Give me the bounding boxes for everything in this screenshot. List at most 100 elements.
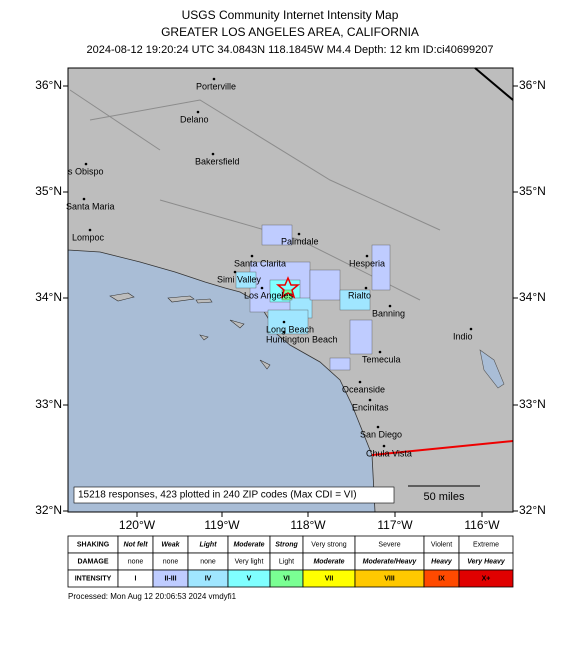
footer: Processed: Mon Aug 12 20:06:53 2024 vmdy…	[68, 592, 237, 601]
city-label: Lompoc	[72, 232, 105, 242]
islands	[109, 292, 271, 370]
city-dot	[84, 162, 88, 166]
city-label: Delano	[180, 114, 209, 124]
city-dot	[376, 425, 380, 429]
city-dot	[260, 286, 264, 290]
city-dot	[382, 444, 386, 448]
lon-label: 119°W	[204, 518, 240, 532]
city-label: Chula Vista	[366, 448, 412, 458]
legend-text: Moderate	[233, 541, 264, 548]
legend-text: I	[135, 575, 137, 582]
city-label: Long Beach	[266, 324, 314, 334]
lat-label: 34°N	[519, 290, 546, 304]
lat-label: 33°N	[519, 397, 546, 411]
city-label: s Obispo	[68, 166, 104, 176]
legend-text: Not felt	[123, 541, 148, 548]
legend-text: Light	[279, 558, 294, 565]
legend-text: none	[200, 558, 216, 565]
city-dot	[358, 380, 362, 384]
city-label: San Diego	[360, 429, 402, 439]
lat-label: 35°N	[519, 184, 546, 198]
lon-label: 116°W	[464, 518, 500, 532]
lat-label: 32°N	[519, 503, 546, 517]
city-label: Santa Maria	[66, 201, 115, 211]
map-frame	[67, 67, 514, 513]
city-dot	[368, 398, 372, 402]
summary: 15218 responses, 423 plotted in 240 ZIP …	[78, 490, 357, 501]
legend-row-label: DAMAGE	[77, 558, 108, 565]
legend-text: IV	[205, 575, 212, 582]
legend: SHAKING Not felt Weak Light Moderate Strong Ve…	[67, 535, 514, 588]
legend-cell	[458, 569, 514, 588]
city-label: Indio	[453, 331, 473, 341]
lon-label: 118°W	[290, 518, 326, 532]
city-dot	[365, 254, 369, 258]
legend-text: II-III	[164, 575, 176, 582]
legend-text: VIII	[384, 575, 395, 582]
city-dot	[282, 330, 286, 334]
legend-text: Very Heavy	[467, 558, 506, 565]
city-dot	[82, 197, 86, 201]
city-dot	[282, 320, 286, 324]
legend-text: Very strong	[311, 541, 347, 548]
city-dot	[211, 152, 215, 156]
city-label: Banning	[372, 308, 405, 318]
legend-text: Strong	[275, 541, 298, 548]
city-dot	[196, 110, 200, 114]
legend-text: Moderate	[313, 558, 344, 565]
city-label: Bakersfield	[195, 156, 240, 166]
details: 2024-08-12 19:20:24 UTC 34.0843N 118.184…	[86, 44, 493, 56]
legend-row-label: SHAKING	[77, 541, 110, 548]
fault	[371, 440, 514, 456]
lon-label: 117°W	[377, 518, 413, 532]
region: GREATER LOS ANGELES AREA, CALIFORNIA	[161, 25, 419, 39]
city-label: Porterville	[196, 81, 236, 91]
city-dot	[250, 254, 254, 258]
lat-label: 36°N	[519, 78, 546, 92]
city-dot	[388, 304, 392, 308]
legend-text: Extreme	[473, 541, 499, 548]
legend-text: VII	[325, 575, 334, 582]
city-dot	[378, 350, 382, 354]
legend-text: Very light	[235, 558, 264, 565]
map: 15218 responses, 423 plotted in 240 ZIP …	[67, 67, 514, 513]
city-dot	[364, 286, 368, 290]
city-dot	[233, 270, 237, 274]
legend-text: IX	[438, 575, 445, 582]
city-label: Santa Clarita	[234, 258, 286, 268]
summary-box	[73, 486, 395, 504]
legend-text: V	[247, 575, 252, 582]
legend-row-label: INTENSITY	[75, 575, 112, 582]
scale-label: 50 miles	[424, 491, 465, 503]
city-dot	[88, 228, 92, 232]
title: USGS Community Internet Intensity Map	[182, 8, 399, 22]
lat-label: 34°N	[35, 290, 62, 304]
city-label: Temecula	[362, 354, 401, 364]
city-label: Encinitas	[352, 402, 389, 412]
city-label: Simi Valley	[217, 274, 261, 284]
legend-text: Light	[199, 541, 217, 548]
city-label: Palmdale	[281, 236, 319, 246]
epicenter	[275, 276, 301, 299]
legend-text: none	[128, 558, 144, 565]
city-label: Rialto	[348, 290, 371, 300]
city-label: Oceanside	[342, 384, 385, 394]
lat-label: 32°N	[35, 503, 62, 517]
border	[474, 67, 514, 101]
legend-text: Violent	[431, 541, 452, 548]
city-label: Huntington Beach	[266, 334, 338, 344]
city-label: Hesperia	[349, 258, 385, 268]
lat-label: 33°N	[35, 397, 62, 411]
legend-text: none	[163, 558, 179, 565]
legend-text: Severe	[378, 541, 400, 548]
scale-box	[402, 483, 488, 505]
legend-text: Moderate/Heavy	[363, 558, 418, 565]
legend-text: Heavy	[431, 558, 453, 565]
lon-label: 120°W	[119, 518, 156, 532]
salton-sea	[479, 349, 505, 389]
legend-text: X+	[482, 575, 491, 582]
lat-label: 36°N	[35, 78, 62, 92]
city-dot	[297, 232, 301, 236]
city-dot	[212, 77, 216, 81]
